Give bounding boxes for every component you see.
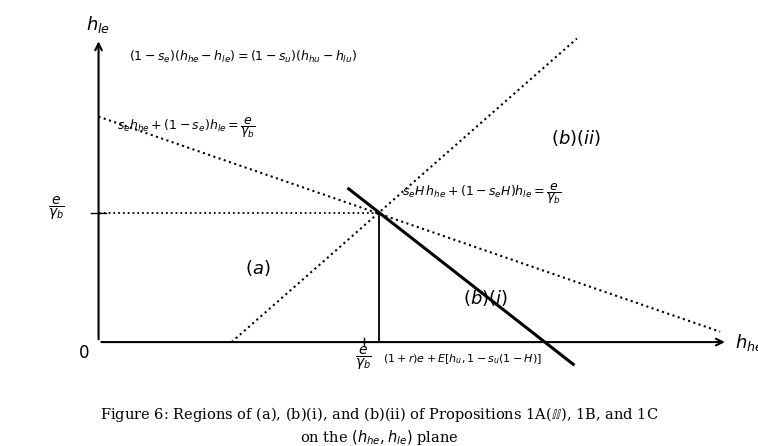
Text: $(b)(i)$: $(b)(i)$ [462,288,508,308]
Text: $s_e H\,h_{he}+(1-s_e H)h_{le}=\dfrac{e}{\gamma_b}$: $s_e H\,h_{he}+(1-s_e H)h_{le}=\dfrac{e}… [402,182,562,206]
Text: Figure 6: Regions of (a), (b)(i), and (b)(ii) of Propositions 1A($\mathbb{II}$),: Figure 6: Regions of (a), (b)(i), and (b… [100,405,658,424]
Text: $(1-s_e)(h_{he}-h_{le})=(1-s_u)(h_{hu}-h_{lu})$: $(1-s_e)(h_{he}-h_{le})=(1-s_u)(h_{hu}-h… [129,49,357,65]
Text: $h_{he}$: $h_{he}$ [735,331,758,353]
Text: $0$: $0$ [77,344,89,362]
Text: $s_e h_{he}+(1-s_e)h_{le}=\dfrac{e}{\gamma_b}$: $s_e h_{he}+(1-s_e)h_{le}=\dfrac{e}{\gam… [117,115,256,140]
Text: $(b)(ii)$: $(b)(ii)$ [551,128,601,149]
Text: $h_{le}$: $h_{le}$ [86,14,111,35]
Text: $\dfrac{e}{\gamma_b}$: $\dfrac{e}{\gamma_b}$ [356,345,372,372]
Text: $\dfrac{e}{\gamma_b}$: $\dfrac{e}{\gamma_b}$ [49,195,65,223]
Text: $(a)$: $(a)$ [245,258,271,278]
Text: on the $(h_{he},h_{le})$ plane: on the $(h_{he},h_{le})$ plane [299,428,459,446]
Text: $(1+r)e+E[h_u,1-s_u(1-H)]$: $(1+r)e+E[h_u,1-s_u(1-H)]$ [383,352,542,366]
